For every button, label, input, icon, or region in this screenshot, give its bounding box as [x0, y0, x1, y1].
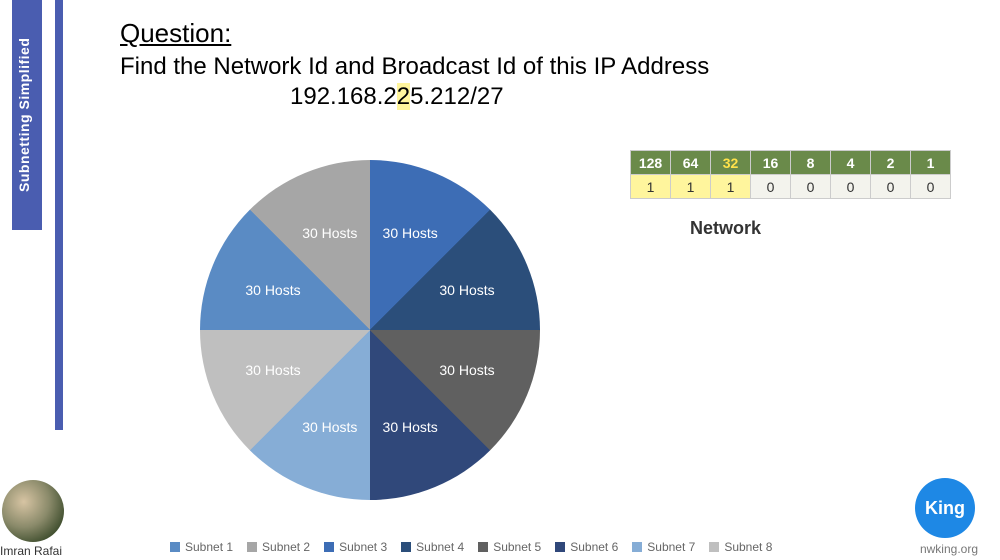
- avatar: [2, 480, 64, 542]
- legend-item: Subnet 7: [632, 540, 695, 554]
- binary-value-cell: 0: [831, 175, 871, 199]
- pie-slice-label: 30 Hosts: [302, 225, 357, 241]
- question-title: Question:: [120, 18, 980, 49]
- legend-label: Subnet 4: [416, 540, 464, 554]
- author-name: Imran Rafai: [0, 544, 62, 558]
- legend-swatch: [632, 542, 642, 552]
- sidebar-tab: Subnetting Simplified: [12, 0, 42, 230]
- vertical-accent-bar: [55, 0, 63, 430]
- binary-table: 1286432168421 11100000: [630, 150, 951, 199]
- legend-swatch: [247, 542, 257, 552]
- question-text: Find the Network Id and Broadcast Id of …: [120, 53, 980, 81]
- network-label: Network: [690, 218, 761, 239]
- ip-highlight: 2: [397, 83, 410, 110]
- binary-value-cell: 1: [711, 175, 751, 199]
- binary-value-cell: 0: [871, 175, 911, 199]
- legend-label: Subnet 8: [724, 540, 772, 554]
- legend-label: Subnet 6: [570, 540, 618, 554]
- nwking-text: nwking.org: [920, 542, 978, 556]
- pie-chart: 30 Hosts 30 Hosts 30 Hosts 30 Hosts 30 Hosts…: [200, 160, 540, 500]
- binary-header-row: 1286432168421: [631, 151, 951, 175]
- binary-header-cell: 2: [871, 151, 911, 175]
- ip-address: 192.168.225.212/27: [290, 83, 980, 111]
- binary-value-row: 11100000: [631, 175, 951, 199]
- pie-slice-label: 30 Hosts: [383, 419, 438, 435]
- pie-legend: Subnet 1 Subnet 2 Subnet 3 Subnet 4 Subnet 5…: [170, 540, 772, 554]
- legend-label: Subnet 7: [647, 540, 695, 554]
- legend-item: Subnet 2: [247, 540, 310, 554]
- legend-label: Subnet 2: [262, 540, 310, 554]
- pie-slice-label: 30 Hosts: [439, 362, 494, 378]
- legend-swatch: [401, 542, 411, 552]
- legend-item: Subnet 5: [478, 540, 541, 554]
- legend-item: Subnet 8: [709, 540, 772, 554]
- legend-label: Subnet 1: [185, 540, 233, 554]
- content-area: Question: Find the Network Id and Broadc…: [120, 18, 980, 111]
- legend-label: Subnet 3: [339, 540, 387, 554]
- pie-slice-label: 30 Hosts: [383, 225, 438, 241]
- legend-item: Subnet 1: [170, 540, 233, 554]
- legend-swatch: [709, 542, 719, 552]
- binary-value-cell: 0: [791, 175, 831, 199]
- binary-value-cell: 1: [671, 175, 711, 199]
- binary-header-cell: 64: [671, 151, 711, 175]
- pie-graphic: 30 Hosts 30 Hosts 30 Hosts 30 Hosts 30 Hosts…: [200, 160, 540, 500]
- binary-header-cell: 1: [911, 151, 951, 175]
- pie-slice-label: 30 Hosts: [245, 362, 300, 378]
- legend-item: Subnet 4: [401, 540, 464, 554]
- binary-header-cell: 128: [631, 151, 671, 175]
- binary-value-cell: 1: [631, 175, 671, 199]
- legend-swatch: [170, 542, 180, 552]
- ip-post: 5.212/27: [410, 83, 503, 110]
- legend-label: Subnet 5: [493, 540, 541, 554]
- binary-header-cell: 32: [711, 151, 751, 175]
- pie-slice-label: 30 Hosts: [302, 419, 357, 435]
- binary-header-cell: 16: [751, 151, 791, 175]
- legend-swatch: [478, 542, 488, 552]
- binary-header-cell: 8: [791, 151, 831, 175]
- legend-swatch: [324, 542, 334, 552]
- pie-slice-label: 30 Hosts: [439, 282, 494, 298]
- legend-item: Subnet 3: [324, 540, 387, 554]
- binary-value-cell: 0: [911, 175, 951, 199]
- binary-value-cell: 0: [751, 175, 791, 199]
- binary-header-cell: 4: [831, 151, 871, 175]
- pie-slice-label: 30 Hosts: [245, 282, 300, 298]
- ip-pre: 192.168.2: [290, 83, 397, 110]
- legend-swatch: [555, 542, 565, 552]
- legend-item: Subnet 6: [555, 540, 618, 554]
- king-logo: King: [915, 478, 975, 538]
